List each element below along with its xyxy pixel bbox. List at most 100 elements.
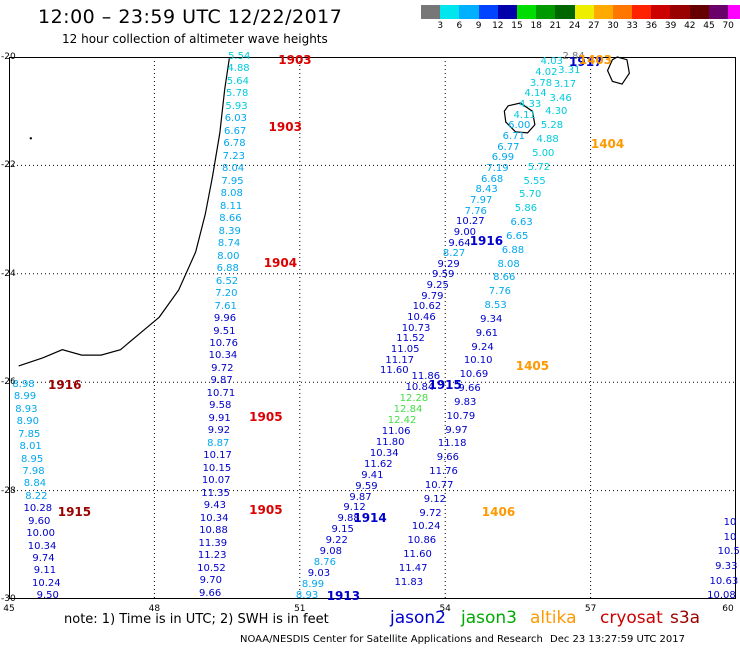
legend-item-s3a: s3a — [670, 608, 701, 628]
scale-swatch — [574, 5, 594, 19]
swh-value: 9.74 — [32, 552, 55, 564]
swh-value: 10.46 — [407, 312, 436, 324]
swh-value: 2.84 — [562, 51, 585, 62]
longitude-tick-label: 51 — [294, 604, 306, 614]
swh-value: 4.33 — [518, 99, 542, 111]
swh-value: 10.07 — [201, 475, 231, 487]
swh-value: 5.55 — [523, 175, 546, 187]
swh-value: 6.88 — [216, 263, 239, 275]
swh-value: 7.76 — [464, 205, 487, 217]
swh-value: 8.93 — [15, 403, 38, 415]
swh-value: 10.08 — [707, 590, 736, 602]
swh-value: 8.74 — [217, 238, 241, 250]
swh-value: 8.87 — [207, 437, 230, 449]
swh-value: 8.27 — [442, 248, 466, 260]
scale-swatch — [612, 5, 633, 19]
latitude-tick-label: -28 — [1, 485, 16, 496]
map-frame — [9, 57, 736, 599]
swh-value: 5.72 — [527, 161, 551, 173]
islet-marker — [29, 137, 33, 140]
swh-value: 10.62 — [412, 301, 442, 313]
swh-value: 10.86 — [407, 535, 437, 547]
scale-label: 24 — [568, 21, 581, 31]
scale-swatch — [728, 5, 740, 19]
swh-value: 9.79 — [421, 290, 444, 302]
scale-swatch — [651, 5, 671, 19]
swh-value: 5.28 — [540, 120, 564, 132]
swh-value: 11.17 — [385, 354, 415, 366]
swh-value: 5.00 — [532, 147, 555, 159]
swh-value: 8.90 — [16, 416, 39, 428]
swh-value: 6.63 — [510, 217, 533, 229]
pass-number-label: 1903 — [268, 120, 302, 135]
scale-label: 45 — [703, 21, 715, 31]
swh-value: 4.14 — [524, 88, 547, 100]
swh-value: 8.66 — [219, 213, 242, 225]
latitude-tick-label: -20 — [1, 52, 16, 62]
swh-value: 5.70 — [519, 189, 542, 201]
swh-value: 10.34 — [27, 540, 57, 552]
swh-value: 9.58 — [209, 400, 232, 412]
swh-value: 9.12 — [343, 502, 366, 514]
map-subtitle: 12 hour collection of altimeter wave hei… — [62, 32, 328, 46]
swh-value: 10 — [723, 517, 737, 529]
swh-value: 6.68 — [480, 173, 504, 185]
longitude-tick-label: 60 — [722, 604, 734, 614]
pass-number-label: 1903 — [278, 52, 312, 67]
map-title: 12:00 – 23:59 UTC 12/22/2017 — [38, 6, 343, 28]
swh-value: 9.72 — [211, 362, 234, 374]
generation-timestamp: Dec 23 13:27:59 UTC 2017 — [550, 634, 685, 645]
swh-value: 8.11 — [219, 200, 243, 212]
swh-value: 9.08 — [319, 546, 342, 558]
swh-value: 9.03 — [307, 568, 331, 580]
scale-swatch — [516, 5, 537, 19]
swh-value: 7.20 — [215, 288, 238, 300]
swh-value: 9.66 — [458, 383, 481, 395]
legend-item-jason3: jason3 — [461, 608, 517, 628]
swh-value: 4.03 — [540, 56, 563, 68]
swh-value: 12.28 — [399, 392, 429, 404]
mauritius-island — [606, 56, 631, 85]
pass-number-label: 1915 — [428, 377, 462, 392]
swh-value: 9.41 — [361, 469, 384, 481]
latitude-tick-label: -30 — [1, 594, 16, 604]
swh-value: 9.43 — [203, 500, 226, 512]
swh-value: 7.76 — [488, 286, 512, 298]
swh-value: 9.61 — [475, 327, 499, 339]
swh-value: 11.62 — [363, 458, 393, 470]
scale-label: 18 — [530, 21, 542, 31]
swh-value: 4.30 — [545, 106, 568, 118]
swh-value: 8.00 — [217, 250, 240, 262]
swh-value: 3.31 — [558, 64, 581, 76]
credit-text: NOAA/NESDIS Center for Satellite Applica… — [240, 634, 543, 645]
swh-value: 11.35 — [201, 487, 230, 499]
scale-swatch — [536, 5, 556, 19]
scale-swatch — [670, 5, 690, 19]
swh-value: 8.95 — [20, 453, 44, 465]
swh-value: 4.88 — [227, 63, 250, 75]
swh-value: 10.63 — [709, 575, 739, 587]
swh-value: 9.66 — [198, 587, 222, 599]
swh-value: 10.84 — [405, 381, 435, 393]
scale-swatch — [593, 5, 613, 19]
longitude-tick-label: 48 — [148, 604, 161, 614]
swh-value: 3.78 — [529, 77, 553, 89]
swh-value: 9.50 — [36, 590, 59, 602]
longitude-tick-label: 57 — [584, 604, 597, 614]
longitude-tick-label: 45 — [3, 604, 15, 614]
swh-value: 7.19 — [486, 162, 509, 174]
scale-label: 42 — [684, 21, 696, 31]
swh-value: 5.93 — [225, 100, 248, 112]
swh-value: 5.64 — [226, 75, 249, 87]
scale-swatch — [421, 5, 441, 19]
pass-number-label: 1403 — [578, 52, 613, 67]
swh-value: 10.69 — [459, 369, 489, 381]
swh-value: 5.54 — [228, 51, 251, 62]
scale-label: 39 — [664, 21, 677, 31]
pass-number-label: 1404 — [590, 136, 625, 151]
swh-value: 11.60 — [403, 549, 432, 561]
scale-swatch — [440, 5, 460, 19]
swh-value: 11.23 — [197, 550, 227, 562]
